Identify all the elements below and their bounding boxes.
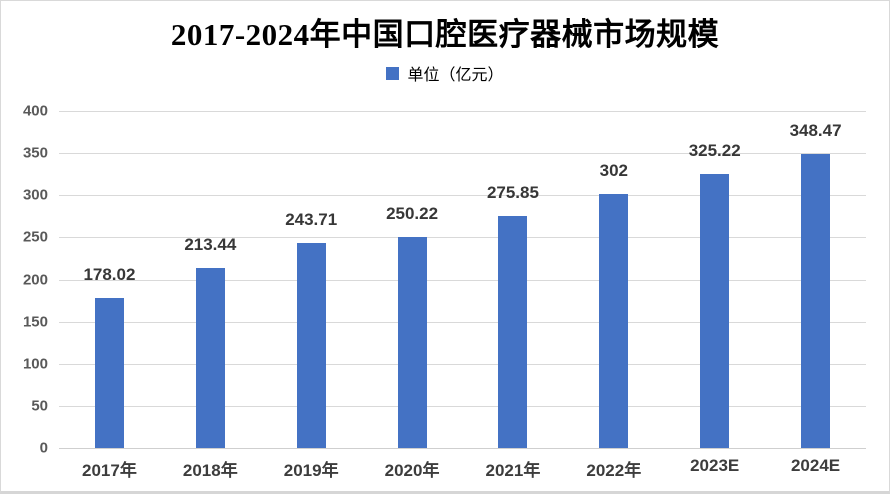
chart-title: 2017-2024年中国口腔医疗器械市场规模 (170, 17, 720, 52)
plot-area: 0 50 100 150 200 250 300 350 400 178.02 213.44 243… (23, 103, 866, 457)
bar-slot: 275.85 (463, 111, 564, 448)
bar-value-label: 275.85 (486, 182, 539, 202)
x-tick-label: 2021年 (485, 461, 541, 480)
bar-slot: 348.47 (765, 111, 866, 448)
y-tick-label: 350 (22, 144, 48, 162)
bar (599, 193, 629, 448)
bar (498, 215, 528, 448)
y-tick-label: 200 (22, 271, 48, 288)
gridline (59, 153, 866, 155)
gridline (59, 405, 866, 407)
bar-value-label: 250.22 (386, 204, 439, 224)
bar-value-label: 243.71 (285, 209, 338, 229)
bar (397, 237, 427, 448)
x-tick-label: 2018年 (182, 461, 238, 480)
bar-value-label: 178.02 (83, 265, 136, 285)
bar-slot: 302 (563, 111, 664, 448)
bar-slot: 325.22 (664, 111, 765, 448)
x-tick-label: 2020年 (384, 461, 440, 480)
bar (801, 154, 831, 448)
legend: 单位（亿元） (1, 62, 889, 84)
bar (195, 268, 225, 448)
y-tick-label: 0 (39, 439, 48, 457)
x-tick-label: 2024E (790, 456, 841, 475)
bar-slot: 178.02 (59, 111, 160, 448)
bar-value-label: 348.47 (789, 121, 842, 141)
bar-slot: 243.71 (261, 111, 362, 448)
y-tick-label: 250 (22, 228, 48, 246)
bar-value-label: 213.44 (184, 235, 237, 255)
bar-series: 178.02 213.44 243.71 250.22 275.85 302 325.22 3… (59, 111, 866, 448)
bar (296, 242, 326, 448)
bar-value-label: 325.22 (688, 141, 741, 161)
gridline (59, 279, 866, 281)
y-tick-label: 100 (22, 355, 48, 373)
gridline (59, 195, 866, 197)
legend-swatch-icon (386, 66, 400, 80)
gridline (59, 321, 866, 323)
x-tick-label: 2022年 (586, 461, 642, 480)
x-axis-line (59, 448, 866, 449)
bar-slot: 213.44 (160, 111, 261, 448)
bar (94, 298, 124, 448)
x-tick-label: 2019年 (283, 461, 339, 480)
legend-label: 单位（亿元） (407, 67, 504, 84)
x-tick-label: 2017年 (82, 461, 137, 480)
gridline (59, 363, 866, 365)
gridline (59, 111, 866, 112)
y-tick-label: 400 (22, 102, 48, 120)
gridline (59, 237, 866, 239)
x-axis: 2017年 2018年 2019年 2020年 2021年 2022年 2023E 2024E (59, 456, 866, 481)
bar-value-label: 302 (599, 160, 628, 180)
bar-slot: 250.22 (362, 111, 463, 448)
bar (700, 174, 730, 448)
y-tick-label: 50 (31, 397, 48, 415)
y-tick-label: 150 (22, 313, 48, 331)
y-tick-label: 300 (22, 186, 48, 204)
x-tick-label: 2023E (690, 456, 740, 475)
